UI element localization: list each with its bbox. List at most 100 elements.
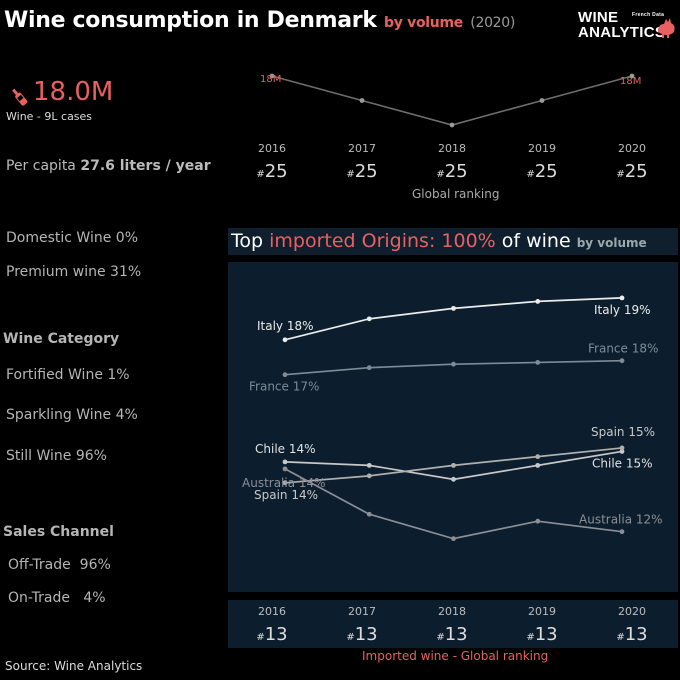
sparkling-label: Sparkling Wine [6, 407, 112, 423]
title-year: (2020) [470, 15, 516, 31]
series-point-spain [366, 473, 372, 479]
imported-ranking-panel [228, 600, 678, 648]
series-point-italy [366, 316, 372, 322]
series-start-label-france: France 17% [249, 380, 319, 394]
import-rank-label: #13 [526, 624, 558, 645]
per-capita-value: 27.6 liters / year [80, 158, 211, 174]
series-point-spain [282, 480, 288, 486]
volume-rank-label: #25 [256, 161, 288, 182]
off-trade: Off-Trade 96% [8, 557, 111, 573]
series-point-chile [451, 476, 456, 482]
wine-analytics-logo: WINE ANALYTICS French Data [578, 9, 675, 41]
volume-point [449, 122, 455, 128]
rooster-icon [658, 18, 675, 38]
import-year-tick: 2018 [438, 605, 466, 618]
series-point-chile [366, 462, 372, 468]
volume-rank-label: #25 [616, 161, 648, 182]
volume-year-tick: 2016 [258, 142, 286, 155]
volume-rank-label: #25 [526, 161, 558, 182]
global-ranking-caption: Global ranking [412, 187, 500, 201]
series-line-italy [284, 297, 623, 341]
series-point-italy [282, 337, 288, 343]
volume-point [629, 73, 635, 79]
page-title: Wine consumption in Denmark by volume (2… [4, 8, 515, 33]
series-point-italy [619, 295, 625, 301]
volume-rank-label: #25 [346, 161, 378, 182]
series-point-australia [282, 466, 288, 472]
volume-year-tick: 2018 [438, 142, 466, 155]
origins-title-share: imported Origins: 100% [269, 230, 496, 252]
sparkling-value: 4% [115, 407, 138, 423]
premium-label: Premium wine [6, 264, 106, 280]
series-point-australia [535, 518, 541, 524]
import-year-tick: 2020 [618, 605, 646, 618]
fortified-value: 1% [107, 367, 130, 383]
series-point-spain [619, 445, 625, 451]
series-point-australia [619, 529, 625, 535]
source-note: Source: Wine Analytics [5, 659, 143, 673]
series-point-france [535, 360, 541, 365]
ontrade-label: On-Trade [8, 590, 70, 606]
series-start-label-italy: Italy 18% [257, 319, 314, 333]
import-rank-label: #13 [256, 624, 288, 645]
logo-line1: WINE [578, 9, 619, 26]
import-rank-label: #13 [346, 624, 378, 645]
import-year-tick: 2019 [528, 605, 556, 618]
volume-year-tick: 2019 [528, 142, 556, 155]
premium-value: 31% [110, 264, 142, 280]
origins-line-chart: Italy 18% Italy 19% France 17% France 18% Ch… [242, 295, 663, 542]
origins-title-byvolume: by volume [576, 236, 647, 250]
volume-label: Wine - 9L cases [6, 110, 93, 123]
volume-value: 18.0M [33, 77, 114, 107]
volume-year-tick: 2020 [618, 142, 646, 155]
origins-header-bar [228, 228, 678, 255]
premium-wine: Premium wine 31% [6, 264, 141, 280]
ontrade-value: 4% [83, 590, 106, 606]
series-start-label-chile: Chile 14% [255, 442, 316, 456]
offtrade-value: 96% [79, 557, 111, 573]
import-rank-label: #13 [616, 624, 648, 645]
volume-rank-label: #25 [436, 161, 468, 182]
volume-label-first: 18M [260, 74, 281, 85]
series-point-france [619, 358, 625, 364]
fortified-wine: Fortified Wine 1% [6, 367, 130, 383]
volume-point [539, 98, 545, 103]
origins-title-ofwine: of wine [501, 230, 571, 252]
volume-line [271, 75, 633, 126]
series-end-label-australia: Australia 12% [579, 513, 663, 527]
sales-channel-heading: Sales Channel [3, 524, 114, 540]
series-point-chile [535, 462, 541, 468]
series-point-france [451, 361, 456, 367]
still-value: 96% [75, 448, 107, 464]
series-point-italy [451, 305, 456, 311]
series-point-france [282, 372, 288, 378]
logo-small: French Data [632, 12, 665, 18]
series-point-france [366, 365, 372, 371]
series-point-spain [451, 462, 456, 468]
volume-point [269, 73, 275, 79]
series-point-italy [535, 299, 541, 304]
logo-line2: ANALYTICS [578, 24, 666, 41]
title-by-volume: by volume [384, 15, 463, 31]
series-point-spain [535, 454, 541, 460]
series-end-label-france: France 18% [588, 342, 658, 356]
wine-bottle-icon [12, 88, 28, 106]
series-start-label-spain: Spain 14% [254, 488, 318, 502]
volume-year-tick: 2017 [348, 142, 376, 155]
still-wine: Still Wine 96% [6, 448, 107, 464]
sparkling-wine: Sparkling Wine 4% [6, 407, 138, 423]
origins-title-top: Top [231, 230, 264, 252]
per-capita-label: Per capita [6, 158, 76, 174]
series-end-label-chile: Chile 15% [592, 456, 653, 470]
import-rank-label: #13 [436, 624, 468, 645]
domestic-label: Domestic Wine [6, 230, 112, 246]
series-end-label-italy: Italy 19% [594, 303, 651, 317]
fortified-label: Fortified Wine [6, 367, 103, 383]
origins-title: Top imported Origins: 100% of wine by vo… [231, 230, 647, 252]
import-year-tick: 2016 [258, 605, 286, 618]
series-point-chile [282, 459, 288, 465]
series-point-australia [366, 511, 372, 517]
series-start-label-australia: Australia 14% [242, 476, 326, 490]
on-trade: On-Trade 4% [8, 590, 106, 606]
still-label: Still Wine [6, 448, 72, 464]
